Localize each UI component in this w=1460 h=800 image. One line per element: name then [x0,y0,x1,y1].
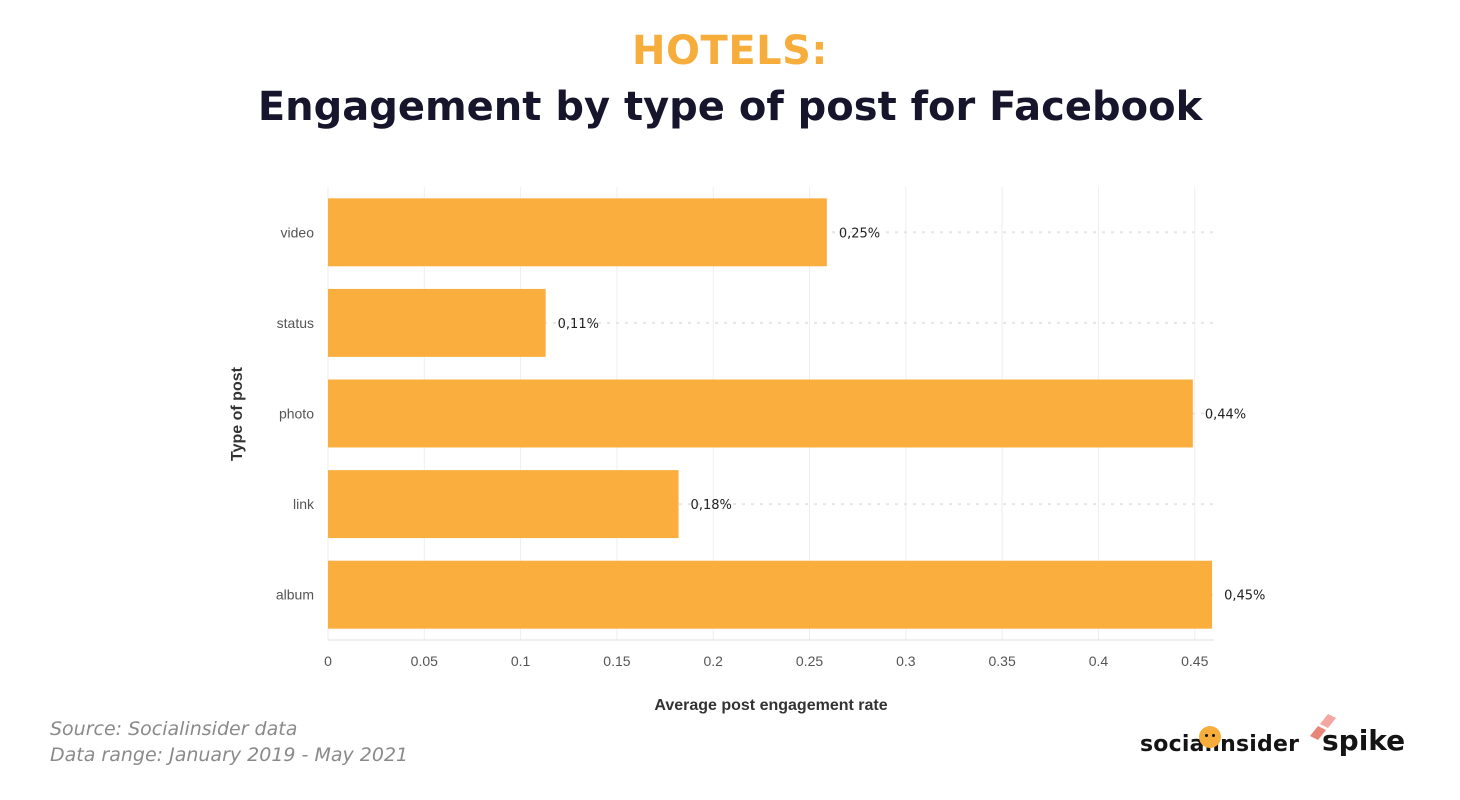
chart-headline: HOTELS: [632,28,828,74]
spike-logo: spike [1322,724,1406,757]
category-label: photo [279,406,314,422]
source-line: Source: Socialinsider data [50,718,298,740]
socialinsider-face-icon [1199,726,1221,748]
category-label: video [281,224,315,240]
x-tick-label: 0.1 [511,653,531,669]
x-tick-label: 0 [324,653,332,669]
data-label: 0,25% [839,226,880,241]
x-tick-labels: 0 0.05 0.1 0.15 0.2 0.25 0.3 0.35 0.4 0.45 [324,653,1208,669]
x-tick-label: 0.3 [896,653,916,669]
x-tick-label: 0.35 [989,653,1016,669]
category-label: link [293,496,315,512]
x-tick-label: 0.45 [1181,653,1208,669]
category-labels: video status photo link album [276,224,315,602]
x-tick-label: 0.2 [703,653,723,669]
y-axis-label: Type of post [229,366,246,461]
category-label: status [277,315,314,331]
source-note: Source: Socialinsider data Data range: J… [50,716,408,768]
chart-title: Engagement by type of post for Facebook [257,84,1203,130]
bar-photo [328,379,1193,448]
data-label: 0,18% [691,498,732,513]
bar-album [328,560,1213,629]
data-range-line: Data range: January 2019 - May 2021 [50,744,409,766]
bar-chart: video status photo link album 0 0.05 0.1 0.15 0.… [229,187,1266,714]
spike-logo-mark-icon [1310,714,1336,740]
bars [328,198,1213,629]
data-label: 0,45% [1224,589,1265,604]
data-label: 0,44% [1205,408,1246,423]
data-label: 0,11% [558,317,599,332]
x-axis-label: Average post engagement rate [654,697,887,714]
bar-link [328,470,679,539]
x-tick-label: 0.4 [1089,653,1109,669]
bar-video [328,198,827,267]
bar-status [328,288,546,357]
x-tick-label: 0.15 [603,653,630,669]
category-label: album [276,587,314,603]
x-tick-label: 0.05 [411,653,438,669]
x-tick-label: 0.25 [796,653,823,669]
data-labels: 0,25% 0,11% 0,44% 0,18% 0,45% [558,226,1266,603]
